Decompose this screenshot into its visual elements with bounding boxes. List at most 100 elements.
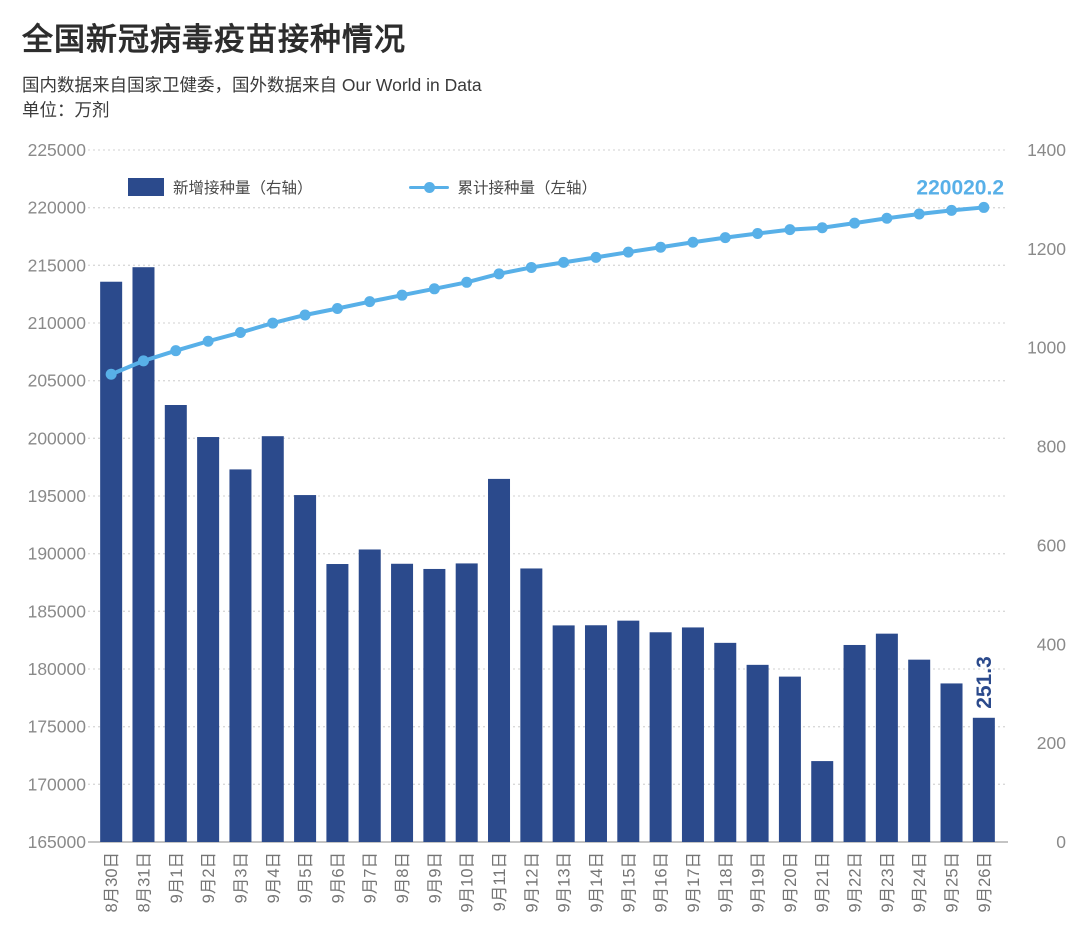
x-axis-label: 9月7日 [362,852,380,903]
x-axis-label: 9月18日 [717,852,735,913]
x-axis-label: 9月22日 [847,852,865,913]
x-axis-label: 9月4日 [265,852,283,903]
bar-9月14日 [584,625,607,842]
bar-9月11日 [488,478,511,842]
x-axis-label: 9月20日 [782,852,800,913]
x-axis-label: 9月8日 [394,852,412,903]
bar-swatch-icon [128,178,164,196]
x-axis-label: 9月15日 [620,852,638,913]
left-axis-tick-label: 185000 [28,601,87,621]
bar-9月10日 [455,563,478,842]
bar-9月8日 [391,563,414,842]
left-axis-tick-label: 210000 [28,313,87,333]
line-point-9月14日 [590,251,602,263]
line-point-9月20日 [784,224,796,236]
bar-9月21日 [811,761,834,842]
bar-9月23日 [875,633,898,842]
x-axis-label: 9月16日 [653,852,671,913]
bar-9月16日 [649,632,672,842]
right-axis-tick-label: 400 [1037,634,1066,654]
x-axis-label: 9月23日 [879,852,897,913]
right-axis-tick-label: 600 [1037,535,1066,555]
right-axis-tick-label: 1000 [1027,338,1066,358]
line-point-9月1日 [170,345,182,357]
legend-item-daily-bars: 新增接种量（右轴） [128,176,313,198]
line-point-9月25日 [946,204,958,216]
x-axis-label: 9月21日 [814,852,832,913]
line-point-8月31日 [137,355,149,367]
x-axis-label: 9月13日 [556,852,574,913]
line-point-9月24日 [913,208,925,220]
left-axis-tick-label: 180000 [28,659,87,679]
x-axis-label: 9月19日 [750,852,768,913]
x-axis-label: 9月5日 [297,852,315,903]
left-axis-tick-label: 225000 [28,140,87,160]
bar-9月26日 [972,717,995,842]
right-axis-tick-label: 1200 [1027,239,1066,259]
line-point-9月23日 [881,212,893,224]
bar-9月17日 [681,627,704,842]
x-axis-label: 9月9日 [426,852,444,903]
line-point-9月2日 [202,335,214,347]
x-axis-label: 9月2日 [200,852,218,903]
bar-9月19日 [746,664,769,842]
bar-9月12日 [520,568,543,842]
chart-subtitle: 国内数据来自国家卫健委，国外数据来自 Our World in Data [22,75,482,95]
bar-9月13日 [552,625,575,842]
x-axis-label: 9月14日 [588,852,606,913]
left-axis-tick-label: 175000 [28,717,87,737]
line-point-8月30日 [105,368,117,380]
right-axis-tick-label: 200 [1037,733,1066,753]
legend-label-cumulative: 累计接种量（左轴） [457,180,598,197]
x-axis-label: 8月31日 [135,852,153,913]
bar-9月4日 [261,436,284,842]
line-point-9月9日 [428,283,440,295]
line-point-9月19日 [752,227,764,239]
left-axis-tick-label: 220000 [28,198,87,218]
left-axis-tick-label: 165000 [28,832,87,852]
line-point-9月6日 [331,302,343,314]
x-axis-label: 9月26日 [976,852,994,913]
bar-9月3日 [229,469,252,842]
bar-9月22日 [843,644,866,842]
line-point-9月15日 [622,246,634,258]
chart-legend: 新增接种量（右轴） 累计接种量（左轴） [128,176,597,198]
right-axis-tick-label: 800 [1037,437,1066,457]
line-point-9月18日 [719,232,731,244]
line-point-9月13日 [558,256,570,268]
last-bar-value-annotation: 251.3 [973,656,996,709]
left-axis-tick-label: 195000 [28,486,87,506]
line-point-9月21日 [816,222,828,234]
x-axis-label: 9月10日 [459,852,477,913]
line-point-9月5日 [299,309,311,321]
left-axis-tick-label: 205000 [28,371,87,391]
line-point-9月17日 [687,236,699,248]
x-axis-label: 9月25日 [944,852,962,913]
line-point-9月8日 [396,289,408,301]
chart-unit-label: 单位：万剂 [22,100,110,121]
cumulative-line [110,205,985,377]
line-point-9月26日 [978,201,990,213]
line-point-9月7日 [364,296,376,308]
page-title: 全国新冠病毒疫苗接种情况 [22,22,406,57]
left-axis-tick-label: 190000 [28,544,87,564]
bar-9月6日 [326,564,349,842]
line-point-9月10日 [461,276,473,288]
line-point-9月4日 [267,317,279,329]
x-axis-label: 9月17日 [685,852,703,913]
bar-9月1日 [164,405,187,842]
bar-9月2日 [197,437,220,842]
x-axis-label: 8月30日 [103,852,121,913]
line-point-9月11日 [493,268,505,280]
bar-9月5日 [294,495,317,842]
bar-9月7日 [358,549,381,842]
right-axis-tick-label: 1400 [1027,140,1066,160]
x-axis-label: 9月12日 [523,852,541,913]
line-point-9月12日 [525,261,537,273]
x-axis-label: 9月24日 [911,852,929,913]
legend-label-daily: 新增接种量（右轴） [173,180,313,197]
x-axis-label: 9月11日 [491,852,509,911]
legend-item-cumulative-line: 累计接种量（左轴） [408,176,598,198]
left-axis-tick-label: 200000 [28,428,87,448]
right-axis-tick-label: 0 [1056,832,1066,852]
